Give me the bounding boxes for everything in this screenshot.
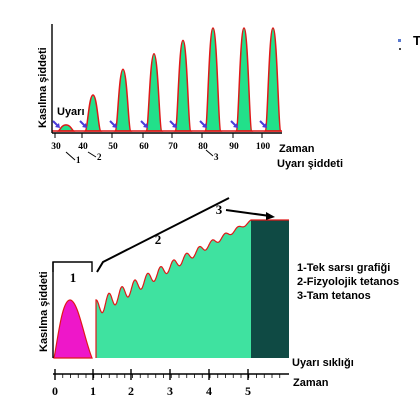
top-tick-label: 50 — [108, 142, 118, 152]
single-twitch-area — [53, 299, 93, 359]
complete-tetanus-area — [251, 220, 289, 358]
stimulus-arrows — [52, 120, 267, 128]
region-number-3: 3 — [216, 202, 223, 217]
top-tick-label: 30 — [51, 142, 61, 152]
stimulus-arrowhead — [233, 123, 238, 128]
frequency-label: Uyarı sıklığı — [292, 357, 354, 369]
callout-1-line — [65, 151, 76, 161]
region-brackets: 1 2 3 — [52, 197, 275, 285]
bracket-2 — [96, 197, 230, 273]
top-tick-label: 90 — [229, 142, 239, 152]
top-x-axis-label-2: Uyarı şiddeti — [277, 158, 343, 170]
top-x-axis-label: Zaman — [279, 143, 315, 155]
bottom-tick-label: 1 — [90, 384, 96, 398]
region-number-2: 2 — [155, 232, 162, 247]
bracket-1 — [52, 261, 93, 272]
twitch-peak-3 — [113, 68, 133, 132]
legend-item-1: 1-Tek sarsı grafiği — [297, 262, 390, 274]
bottom-panel-tetanus-graph: 0 1 2 3 4 5 Kasılma şiddeti Zaman Uyarı sıklı… — [38, 197, 399, 398]
bottom-y-axis-label: Kasılma şiddeti — [38, 271, 50, 352]
legend-item-3: 3-Tam tetanos — [297, 290, 371, 302]
top-tick-label: 70 — [168, 142, 178, 152]
twitch-peak-8 — [263, 27, 283, 132]
callout-2: 2 — [97, 152, 102, 162]
top-y-axis-label: Kasılma şiddeti — [37, 47, 49, 128]
legend-item-2: 2-Fizyolojik tetanos — [297, 276, 399, 288]
callout-3-line — [205, 149, 214, 157]
stimulus-arrowhead — [143, 123, 148, 128]
stimulus-arrowhead — [82, 123, 87, 128]
edge-mark-dark — [399, 48, 401, 50]
twitch-peak-2 — [83, 94, 103, 132]
bottom-tick-label: 5 — [245, 384, 251, 398]
top-tick-label: 80 — [198, 142, 208, 152]
wave-outline — [95, 219, 289, 358]
bottom-tick-label: 0 — [52, 384, 58, 398]
bottom-tick-label: 4 — [206, 384, 212, 398]
stimulus-arrowhead — [172, 123, 177, 128]
tetanus-area — [96, 220, 251, 358]
top-callouts: 1 2 3 — [65, 149, 219, 165]
bracket-3 — [225, 209, 271, 217]
edge-clipped-letter: T — [413, 33, 420, 48]
twitch-peak-7 — [234, 27, 254, 132]
bottom-x-ticks: 0 1 2 3 4 5 — [52, 369, 281, 398]
top-tick-label: 40 — [78, 142, 88, 152]
callout-3: 3 — [214, 152, 219, 162]
twitch-peak-4 — [144, 52, 164, 132]
stimulus-arrowhead — [202, 123, 207, 128]
top-panel-twitch-graph: T 30 40 50 60 70 80 90 100 Kasılma şiddeti Uyar… — [37, 24, 420, 170]
stimulus-arrowhead — [55, 123, 60, 128]
stimulus-arrowhead — [262, 123, 267, 128]
twitch-peak-5 — [173, 39, 193, 132]
top-x-ticks: 30 40 50 60 70 80 90 100 — [51, 133, 270, 152]
stimulus-arrowhead — [112, 123, 117, 128]
bracket-3-arrowhead — [266, 212, 275, 220]
top-tick-label: 60 — [139, 142, 149, 152]
twitch-peak-6 — [203, 27, 223, 132]
bottom-x-axis-label: Zaman — [293, 377, 329, 389]
callout-1: 1 — [76, 155, 81, 165]
top-tick-label: 100 — [256, 142, 271, 152]
bottom-tick-label: 3 — [167, 384, 173, 398]
bottom-tick-label: 2 — [128, 384, 134, 398]
twitch-peak-1 — [56, 124, 76, 132]
callout-2-line — [87, 151, 97, 158]
twitch-peaks — [52, 27, 283, 132]
region-number-1: 1 — [70, 270, 77, 285]
edge-mark-blue — [398, 39, 401, 42]
stimulus-label: Uyarı — [57, 106, 85, 118]
